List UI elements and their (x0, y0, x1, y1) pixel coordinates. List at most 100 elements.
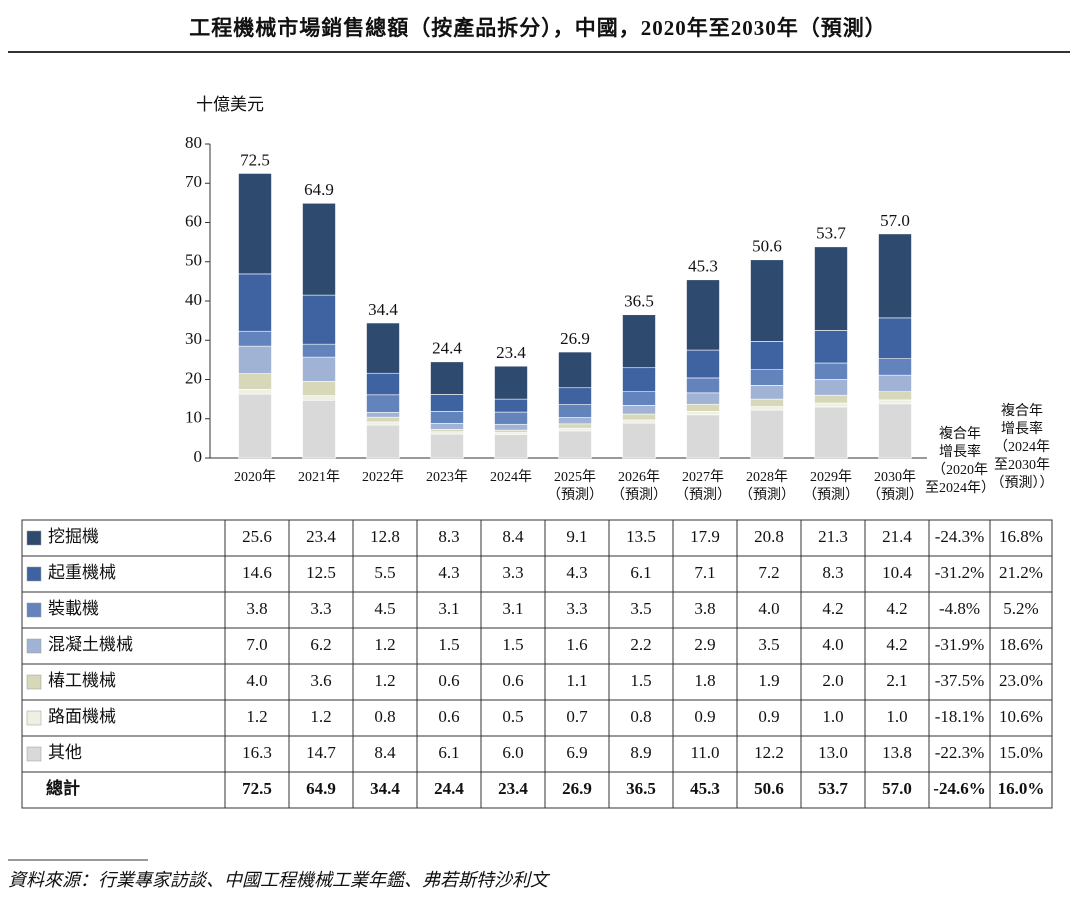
table-cell: 3.3 (566, 599, 587, 618)
table-cell: 6.9 (566, 743, 587, 762)
bar-segment (686, 410, 720, 416)
bar-segment (686, 414, 720, 459)
table-cell: 2.2 (630, 635, 651, 654)
bar-segment (878, 233, 912, 319)
total-label: 64.9 (304, 180, 334, 199)
x-tick-label: 2020年 (234, 469, 276, 485)
legend-label: 挖掘機 (48, 527, 99, 546)
table-cell: 4.0 (246, 671, 267, 690)
legend-swatch (26, 674, 42, 690)
bar-segment (686, 377, 720, 394)
bar-segment (622, 419, 656, 424)
bar-segment (302, 395, 336, 401)
bar-segment (366, 394, 400, 413)
bar-segment (430, 423, 464, 430)
bar-segment (302, 202, 336, 296)
total-label: 50.6 (752, 237, 782, 256)
table-total-cell: 45.3 (690, 779, 720, 798)
bar-segment (558, 417, 592, 425)
legend-label: 混凝土機械 (48, 635, 133, 654)
table-cell: 8.3 (822, 563, 843, 582)
bar-segment (750, 409, 784, 459)
bar-segment (494, 398, 528, 413)
table-cell: 0.5 (502, 707, 523, 726)
x-tick-label: 2023年 (426, 469, 468, 485)
table-cagr-cell: -24.3% (935, 527, 985, 546)
total-label: 36.5 (624, 292, 654, 311)
bar-segment (558, 404, 592, 418)
bar-segment (302, 356, 336, 382)
bar-segment (750, 406, 784, 411)
table-cagr-cell: 16.8% (999, 527, 1043, 546)
table-cell: 3.8 (246, 599, 267, 618)
table-cell: 4.3 (566, 563, 587, 582)
table-cagr-cell: -31.2% (935, 563, 985, 582)
table-cell: 2.9 (694, 635, 715, 654)
total-label: 53.7 (816, 224, 846, 243)
bar-segment (366, 421, 400, 426)
table-cell: 13.8 (882, 743, 912, 762)
table-cell: 16.3 (242, 743, 272, 762)
bar-segment (366, 322, 400, 374)
table-cell: 2.1 (886, 671, 907, 690)
bar-segment (238, 389, 272, 395)
table-cell: 3.3 (502, 563, 523, 582)
bar-segment (750, 341, 784, 370)
y-tick-label: 50 (185, 251, 202, 270)
table-cell: 20.8 (754, 527, 784, 546)
y-axis-label: 十億美元 (196, 95, 264, 114)
legend-swatch (26, 566, 42, 582)
cagr-header: 複合年增長率（2020年至2024年） (925, 425, 995, 496)
bar-segment (558, 387, 592, 405)
table-cell: 14.6 (242, 563, 272, 582)
legend-label: 路面機械 (48, 707, 116, 726)
bar-segment (814, 406, 848, 459)
chart-title: 工程機械市場銷售總額（按產品拆分），中國，2020年至2030年（預測） (189, 16, 887, 40)
table-total-cell: 36.5 (626, 779, 656, 798)
total-name: 總計 (46, 778, 80, 798)
bar-segment (750, 259, 784, 342)
y-tick-label: 70 (185, 172, 202, 191)
table-cell: 0.7 (566, 707, 588, 726)
bar-segment (622, 314, 656, 369)
legend-swatch (26, 710, 42, 726)
table-total-cell: 23.4 (498, 779, 528, 798)
bar-segment (494, 423, 528, 431)
table-cagr-cell: 23.0% (999, 671, 1043, 690)
table-cell: 0.6 (502, 671, 523, 690)
table-cell: 5.5 (374, 563, 395, 582)
bar-segment (302, 381, 336, 396)
bar-segment (238, 173, 272, 275)
table-cell: 13.0 (818, 743, 848, 762)
y-tick-label: 10 (185, 408, 202, 427)
table-cell: 0.6 (438, 707, 459, 726)
table-cell: 0.8 (374, 707, 395, 726)
table-cell: 1.2 (246, 707, 267, 726)
bar-segment (302, 400, 336, 459)
x-tick-label: 2025年（預測） (547, 469, 603, 503)
legend-label: 其他 (48, 743, 82, 762)
bar-segment (814, 330, 848, 364)
table-cagr-cell: 5.2% (1003, 599, 1038, 618)
table-cell: 4.2 (886, 635, 907, 654)
y-tick-label: 60 (185, 211, 202, 230)
bar-segment (430, 431, 464, 435)
table-cell: 4.3 (438, 563, 459, 582)
table-cell: 3.5 (758, 635, 779, 654)
table-cell: 1.2 (374, 635, 395, 654)
table-cell: 1.9 (758, 671, 779, 690)
total-label: 26.9 (560, 329, 590, 348)
x-tick-label: 2024年 (490, 469, 532, 485)
table-cagr-cell: -18.1% (935, 707, 985, 726)
table-cell: 0.8 (630, 707, 651, 726)
bar-segment (366, 416, 400, 423)
bar-segment (622, 405, 656, 415)
y-tick-label: 80 (185, 133, 202, 152)
table-cell: 8.4 (374, 743, 396, 762)
bar-segment (878, 391, 912, 401)
table-cagr-cell: -37.5% (935, 671, 985, 690)
bar-segment (430, 433, 464, 459)
table-cell: 7.2 (758, 563, 779, 582)
bar-segment (622, 391, 656, 406)
bar-segment (750, 385, 784, 400)
